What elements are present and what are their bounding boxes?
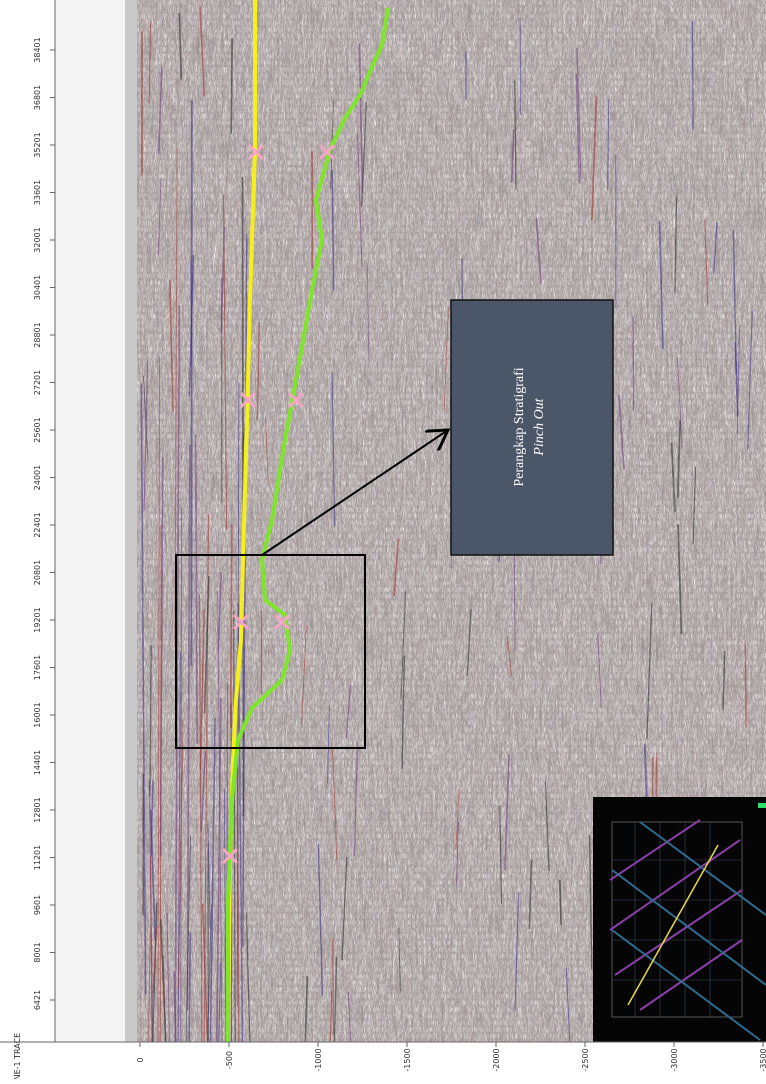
trace-tick-label: 6421 (33, 990, 42, 1010)
trace-tick-label: 38401 (33, 37, 42, 62)
trace-tick-label: 28801 (33, 322, 42, 347)
reflector (560, 880, 561, 925)
blank-edge (125, 0, 137, 1042)
trace-tick-label: 20801 (33, 560, 42, 585)
time-tick-label: -500 (225, 1051, 234, 1069)
trace-tick-label: 30401 (33, 275, 42, 300)
trace-tick-label: 17601 (33, 655, 42, 680)
trace-tick-label: 36801 (33, 85, 42, 110)
reflector (745, 644, 746, 727)
trace-tick-label: 22401 (33, 512, 42, 537)
time-tick-label: -2000 (492, 1048, 501, 1071)
trace-tick-label: 27201 (33, 370, 42, 395)
trace-tick-label: 25601 (33, 417, 42, 442)
trace-tick-label: 33601 (33, 180, 42, 205)
time-tick-label: 0 (136, 1057, 145, 1062)
reflector (333, 939, 334, 1034)
reflector (692, 21, 693, 130)
trace-tick-label: 19201 (33, 607, 42, 632)
trace-tick-label: 12801 (33, 797, 42, 822)
trace-tick-label: 8001 (33, 942, 42, 962)
trace-tick-label: 35201 (33, 132, 42, 157)
reflector (231, 38, 232, 134)
time-tick-label: -1500 (403, 1048, 412, 1071)
time-tick-label: -3500 (759, 1048, 766, 1071)
trace-tick-label: 14401 (33, 750, 42, 775)
trace-tick-label: 11201 (33, 845, 42, 870)
trace-tick-label: 16001 (33, 702, 42, 727)
trace-tick-label: 24001 (33, 465, 42, 490)
trace-tick-label: 9601 (33, 895, 42, 915)
blank-strip (55, 0, 137, 1042)
reflector (520, 18, 521, 115)
time-tick-label: -3000 (670, 1048, 679, 1071)
trace-axis-title: LINE-1 TRACE (13, 1033, 22, 1079)
time-tick-label: -2500 (581, 1048, 590, 1071)
annotation-subtitle: Pinch Out (532, 397, 547, 456)
reflector (633, 316, 634, 411)
trace-tick-label: 32001 (33, 227, 42, 252)
inset-map (593, 797, 766, 1042)
reflector (189, 933, 190, 1042)
time-tick-label: -1000 (314, 1048, 323, 1071)
annotation-title: Perangkap Stratigrafi (512, 367, 527, 486)
